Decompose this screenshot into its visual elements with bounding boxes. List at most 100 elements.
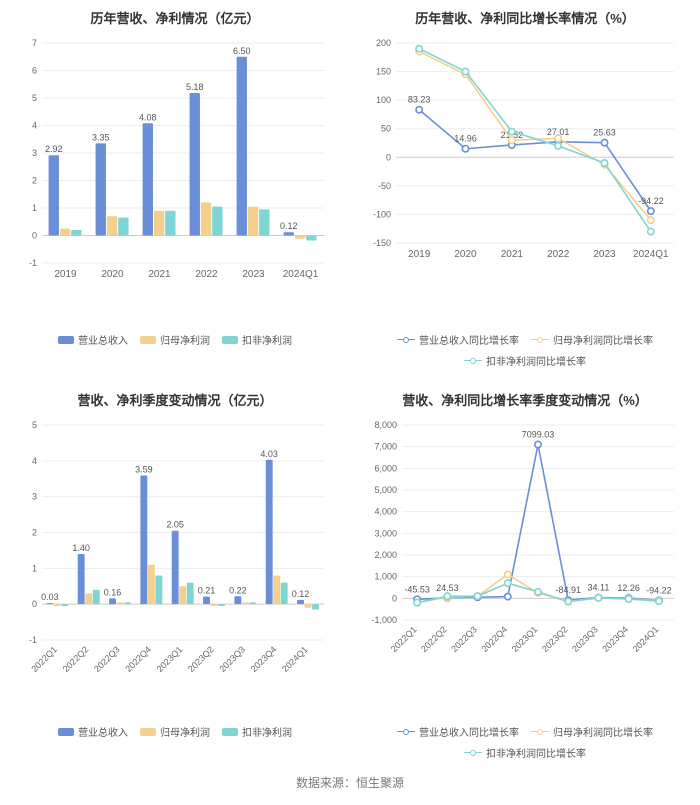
svg-text:5.18: 5.18 xyxy=(186,82,204,92)
panel-annual-values: 历年营收、净利情况（亿元） -1012345672019202020212022… xyxy=(0,0,350,382)
svg-text:3: 3 xyxy=(32,148,37,158)
legend-label: 营业总收入同比增长率 xyxy=(419,724,519,739)
svg-text:0.16: 0.16 xyxy=(104,587,122,597)
svg-text:50: 50 xyxy=(381,124,391,134)
legend-swatch xyxy=(222,728,238,736)
svg-text:4.03: 4.03 xyxy=(260,449,278,459)
svg-text:200: 200 xyxy=(376,38,391,48)
chart-legend: 营业总收入同比增长率 归母净利润同比增长率扣非净利润同比增长率 xyxy=(354,724,696,760)
svg-text:5: 5 xyxy=(32,420,37,430)
svg-text:-100: -100 xyxy=(373,209,391,219)
svg-text:5: 5 xyxy=(32,93,37,103)
svg-text:2022Q4: 2022Q4 xyxy=(479,624,509,654)
svg-text:1.40: 1.40 xyxy=(72,543,90,553)
legend-swatch xyxy=(531,335,549,345)
svg-text:-1,000: -1,000 xyxy=(371,615,397,625)
svg-text:-94.22: -94.22 xyxy=(646,585,672,595)
svg-text:-1: -1 xyxy=(29,258,37,268)
legend-swatch xyxy=(464,748,482,758)
svg-text:0.03: 0.03 xyxy=(41,592,59,602)
chart-legend: 营业总收入同比增长率归母净利润同比增长率扣非净利润同比增长率 xyxy=(354,332,696,368)
legend-label: 营业总收入同比增长率 xyxy=(419,332,519,347)
svg-text:0: 0 xyxy=(32,599,37,609)
svg-text:7: 7 xyxy=(32,38,37,48)
svg-text:1: 1 xyxy=(32,203,37,213)
legend-label: 归母净利润 xyxy=(160,332,210,347)
svg-text:-150: -150 xyxy=(373,238,391,248)
svg-text:2023Q2: 2023Q2 xyxy=(540,624,570,654)
chart-title: 历年营收、净利同比增长率情况（%） xyxy=(354,8,696,27)
line-chart-quarterly-growth: -1,00001,0002,0003,0004,0005,0006,0007,0… xyxy=(354,415,696,720)
svg-text:6,000: 6,000 xyxy=(374,463,397,473)
svg-text:2020: 2020 xyxy=(454,249,477,260)
legend-swatch xyxy=(464,356,482,366)
svg-text:2022Q3: 2022Q3 xyxy=(92,644,122,674)
legend-label: 扣非净利润 xyxy=(242,332,292,347)
svg-text:25.63: 25.63 xyxy=(593,128,616,138)
legend-swatch xyxy=(531,727,549,737)
svg-text:0: 0 xyxy=(32,231,37,241)
svg-text:83.23: 83.23 xyxy=(408,95,431,105)
svg-text:2023: 2023 xyxy=(242,269,265,280)
legend-item: 营业总收入 xyxy=(58,332,128,347)
legend-swatch xyxy=(140,336,156,344)
svg-text:0.12: 0.12 xyxy=(292,589,310,599)
svg-text:7,000: 7,000 xyxy=(374,442,397,452)
legend-item: 营业总收入同比增长率 xyxy=(397,724,519,739)
svg-text:12.26: 12.26 xyxy=(617,583,640,593)
legend-swatch xyxy=(58,728,74,736)
svg-text:2019: 2019 xyxy=(54,269,77,280)
line-chart-annual-growth: -150-100-5005010015020020192020202120222… xyxy=(354,33,696,328)
chart-title: 历年营收、净利情况（亿元） xyxy=(4,8,346,27)
svg-text:2.05: 2.05 xyxy=(166,520,184,530)
svg-text:2: 2 xyxy=(32,528,37,538)
svg-text:1,000: 1,000 xyxy=(374,572,397,582)
svg-text:2024Q1: 2024Q1 xyxy=(631,624,661,654)
legend-label: 扣非净利润 xyxy=(242,724,292,739)
svg-text:1: 1 xyxy=(32,563,37,573)
svg-text:2023Q4: 2023Q4 xyxy=(249,644,279,674)
svg-text:2019: 2019 xyxy=(408,249,431,260)
svg-text:2024Q1: 2024Q1 xyxy=(280,644,310,674)
svg-text:-94.22: -94.22 xyxy=(638,196,664,206)
legend-item: 归母净利润 xyxy=(140,724,210,739)
svg-text:6: 6 xyxy=(32,66,37,76)
svg-text:4,000: 4,000 xyxy=(374,507,397,517)
svg-text:2023: 2023 xyxy=(593,249,616,260)
svg-text:-1: -1 xyxy=(29,635,37,645)
svg-text:100: 100 xyxy=(376,95,391,105)
legend-label: 扣非净利润同比增长率 xyxy=(486,353,586,368)
legend-item: 营业总收入 xyxy=(58,724,128,739)
legend-label: 营业总收入 xyxy=(78,724,128,739)
legend-swatch xyxy=(397,335,415,345)
svg-text:34.11: 34.11 xyxy=(588,583,610,593)
svg-text:6.50: 6.50 xyxy=(233,46,251,56)
bar-chart-annual: -101234567201920202021202220232024Q12.92… xyxy=(4,33,346,328)
legend-label: 营业总收入 xyxy=(78,332,128,347)
svg-text:3,000: 3,000 xyxy=(374,528,397,538)
legend-swatch xyxy=(222,336,238,344)
legend-item: 归母净利润同比增长率 xyxy=(531,332,653,347)
svg-text:7099.03: 7099.03 xyxy=(522,430,555,440)
chart-title: 营收、净利季度变动情况（亿元） xyxy=(4,390,346,409)
legend-item: 扣非净利润 xyxy=(222,724,292,739)
svg-text:4: 4 xyxy=(32,121,37,131)
panel-quarterly-growth: 营收、净利同比增长率季度变动情况（%） -1,00001,0002,0003,0… xyxy=(350,382,700,764)
legend-label: 归母净利润同比增长率 xyxy=(553,724,653,739)
svg-text:-50: -50 xyxy=(378,181,391,191)
svg-text:2,000: 2,000 xyxy=(374,550,397,560)
svg-text:2022Q4: 2022Q4 xyxy=(123,644,153,674)
svg-text:24.53: 24.53 xyxy=(436,583,459,593)
svg-text:2024Q1: 2024Q1 xyxy=(283,269,319,280)
legend-item: 扣非净利润同比增长率 xyxy=(464,745,586,760)
svg-text:0: 0 xyxy=(386,152,391,162)
chart-title: 营收、净利同比增长率季度变动情况（%） xyxy=(354,390,696,409)
svg-text:5,000: 5,000 xyxy=(374,485,397,495)
svg-text:2022Q1: 2022Q1 xyxy=(389,624,419,654)
legend-label: 扣非净利润同比增长率 xyxy=(486,745,586,760)
svg-text:2023Q1: 2023Q1 xyxy=(155,644,185,674)
panel-annual-growth: 历年营收、净利同比增长率情况（%） -150-100-5005010015020… xyxy=(350,0,700,382)
svg-text:3: 3 xyxy=(32,492,37,502)
svg-text:3.35: 3.35 xyxy=(92,132,110,142)
data-source-footer: 数据来源：恒生聚源 xyxy=(0,764,700,805)
